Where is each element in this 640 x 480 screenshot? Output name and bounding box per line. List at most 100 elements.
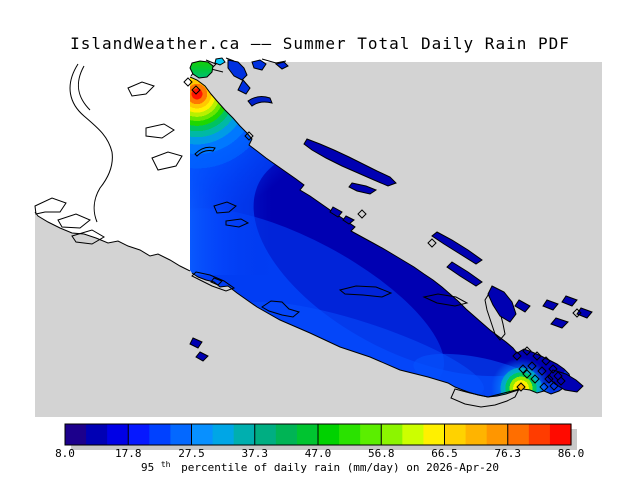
- outside-domain-land-south: [450, 388, 520, 408]
- colorbar-segment: [402, 424, 425, 445]
- lakes: [194, 146, 469, 318]
- colorbar-segment: [360, 424, 382, 445]
- station-diamond-marker: [549, 381, 559, 391]
- colorbar-label: 86.0: [558, 447, 585, 460]
- fjord-inlet: [71, 229, 105, 245]
- colorbar-segment: [149, 424, 172, 445]
- station-diamond-marker: [537, 366, 547, 376]
- island-islet: [237, 79, 251, 95]
- colorbar-segment: [296, 424, 319, 445]
- colorbar-segment: [507, 424, 530, 445]
- coastline: [151, 151, 183, 171]
- colorbar-label: 47.0: [305, 447, 332, 460]
- colorbar-caption: 95 th percentile of daily rain (mm/day) …: [141, 457, 499, 474]
- offshore-islands: [189, 57, 593, 393]
- colorbar-ticks: [127, 424, 509, 445]
- island-islet: [251, 59, 267, 71]
- caption-superscript: th: [161, 460, 171, 469]
- island-islet: [227, 59, 248, 81]
- station-diamond-marker: [191, 85, 201, 95]
- gulf-island: [550, 317, 569, 329]
- station-diamond-marker: [512, 351, 522, 361]
- saltspring-island: [487, 285, 517, 323]
- coastline: [77, 65, 91, 111]
- coastline: [145, 123, 175, 139]
- island-islet: [274, 61, 289, 70]
- colorbar-segment: [128, 424, 150, 445]
- island-coastline: [189, 76, 572, 398]
- colorbar-segment: [381, 424, 403, 445]
- station-diamond-marker: [516, 382, 526, 392]
- coastline: [34, 211, 191, 272]
- west-islet: [189, 337, 203, 349]
- colorbar-segment: [212, 424, 235, 445]
- gulf-island: [576, 307, 593, 319]
- station-diamond-marker: [544, 374, 554, 384]
- colorbar-segment: [423, 424, 446, 445]
- colorbar-segment: [465, 424, 488, 445]
- barkley-sound: [191, 271, 236, 292]
- caption-rest: percentile of daily rain (mm/day) on 202…: [181, 461, 499, 474]
- colorbar-segment: [528, 424, 551, 445]
- colorbar-label: 37.3: [242, 447, 269, 460]
- colorbar-segment: [65, 424, 87, 445]
- sound-islet: [210, 277, 223, 286]
- station-diamond-marker: [522, 369, 532, 379]
- colorbar-label: 8.0: [55, 447, 75, 460]
- colorbar: 8.0 17.8 27.5 37.3 47.0 56.8 66.5 76.3 8…: [55, 423, 584, 474]
- station-diamond-marker: [357, 209, 367, 219]
- caption-prefix: 95: [141, 461, 154, 474]
- station-diamond-marker: [532, 351, 542, 361]
- fjord-inlet: [34, 197, 67, 215]
- station-diamond-marker: [539, 382, 549, 392]
- station-diamond-marker: [183, 77, 193, 87]
- fjord-inlet: [57, 213, 91, 229]
- gulf-island: [561, 295, 578, 307]
- gulf-island: [514, 299, 531, 313]
- page-title: IslandWeather.ca —— Summer Total Daily R…: [70, 34, 570, 53]
- colorbar-label: 76.3: [495, 447, 522, 460]
- gulf-island: [431, 231, 483, 265]
- station-diamond-marker: [548, 364, 558, 374]
- gulf-island: [542, 299, 559, 311]
- island-arc-islet: [247, 96, 273, 107]
- gulf-island: [446, 261, 483, 287]
- colorbar-label: 66.5: [431, 447, 458, 460]
- colorbar-segment: [107, 424, 129, 445]
- colorbar-segment: [275, 424, 298, 445]
- denman-island: [329, 206, 343, 218]
- colorbar-segment: [191, 424, 214, 445]
- station-diamond-marker: [530, 374, 540, 384]
- station-diamond-marker: [518, 364, 528, 374]
- coastline: [127, 81, 155, 97]
- colorbar-segment: [486, 424, 509, 445]
- colorbar-label: 27.5: [178, 447, 205, 460]
- station-diamond-marker: [572, 308, 582, 318]
- station-diamond-marker: [541, 356, 551, 366]
- colorbar-label: 56.8: [368, 447, 395, 460]
- hornby-island: [342, 215, 355, 225]
- island-cyan-islet: [214, 57, 226, 66]
- station-diamond-marker: [522, 346, 532, 356]
- station-diamond-marker: [244, 131, 254, 141]
- colorbar-segment: [318, 424, 340, 445]
- colorbar-segment: [444, 424, 467, 445]
- northwest-rain-hotspot: [190, 77, 317, 214]
- station-diamond-marker: [556, 376, 566, 386]
- island-green-islet: [189, 60, 214, 79]
- colorbar-labels: 8.0 17.8 27.5 37.3 47.0 56.8 66.5 76.3 8…: [55, 447, 584, 460]
- lasqueti-island: [348, 182, 378, 195]
- colorbar-segment: [170, 424, 193, 445]
- station-diamond-marker: [527, 361, 537, 371]
- colorbar-segment: [233, 424, 256, 445]
- colorbar-segment: [549, 424, 572, 445]
- colorbar-label: 17.8: [115, 447, 142, 460]
- station-diamond-marker: [427, 238, 437, 248]
- colorbar-segment: [86, 424, 108, 445]
- texada-island: [303, 138, 397, 187]
- colorbar-segment: [254, 424, 277, 445]
- station-markers: [183, 77, 582, 392]
- west-islet: [195, 351, 209, 362]
